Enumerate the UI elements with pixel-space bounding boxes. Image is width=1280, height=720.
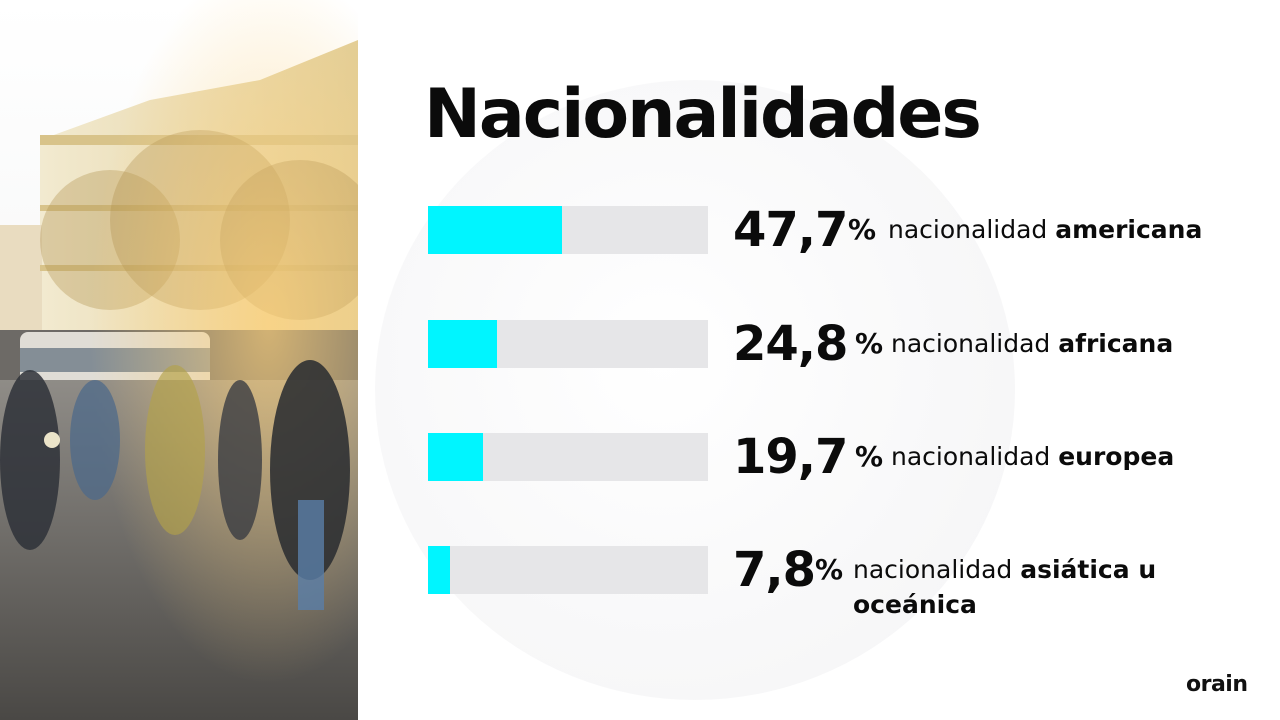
street-photo-image — [0, 0, 358, 720]
bar-fill — [428, 546, 450, 594]
category-name: asiática u — [1020, 555, 1157, 584]
category-name-line2: oceánica — [853, 590, 977, 619]
bar-track — [428, 546, 708, 594]
chart-row: 7,8% nacionalidad asiática u oceánica — [428, 542, 1248, 626]
bar-track — [428, 433, 708, 481]
brand-logo: orain — [1186, 672, 1248, 697]
category-name: americana — [1055, 215, 1203, 244]
street-photo — [0, 0, 358, 720]
chart-row: 19,7% nacionalidad europea — [428, 429, 1248, 513]
bar-fill — [428, 206, 562, 254]
bar-value-label: 19,7 — [733, 429, 848, 485]
page-title: Nacionalidades — [424, 75, 982, 154]
bar-track — [428, 206, 708, 254]
category-prefix: nacionalidad — [891, 442, 1051, 471]
category-label: nacionalidad africana — [891, 326, 1173, 361]
bar-track — [428, 320, 708, 368]
bar-fill — [428, 320, 497, 368]
chart-row: 47,7% nacionalidad americana — [428, 202, 1248, 286]
bar-value-label: 7,8 — [733, 542, 816, 598]
category-prefix: nacionalidad — [891, 329, 1051, 358]
category-label: nacionalidad americana — [888, 212, 1202, 247]
percent-unit: % — [855, 440, 884, 473]
percent-unit: % — [848, 213, 877, 246]
category-label: nacionalidad asiática u oceánica — [853, 552, 1156, 622]
bar-fill — [428, 433, 483, 481]
percent-unit: % — [815, 553, 844, 586]
category-prefix: nacionalidad — [888, 215, 1048, 244]
background-circle — [375, 80, 1015, 700]
chart-row: 24,8% nacionalidad africana — [428, 316, 1248, 400]
category-name: europea — [1058, 442, 1175, 471]
bar-value-label: 24,8 — [733, 316, 848, 372]
percent-unit: % — [855, 327, 884, 360]
bar-value-label: 47,7 — [733, 202, 848, 258]
category-label: nacionalidad europea — [891, 439, 1174, 474]
category-name: africana — [1058, 329, 1174, 358]
category-prefix: nacionalidad — [853, 555, 1013, 584]
